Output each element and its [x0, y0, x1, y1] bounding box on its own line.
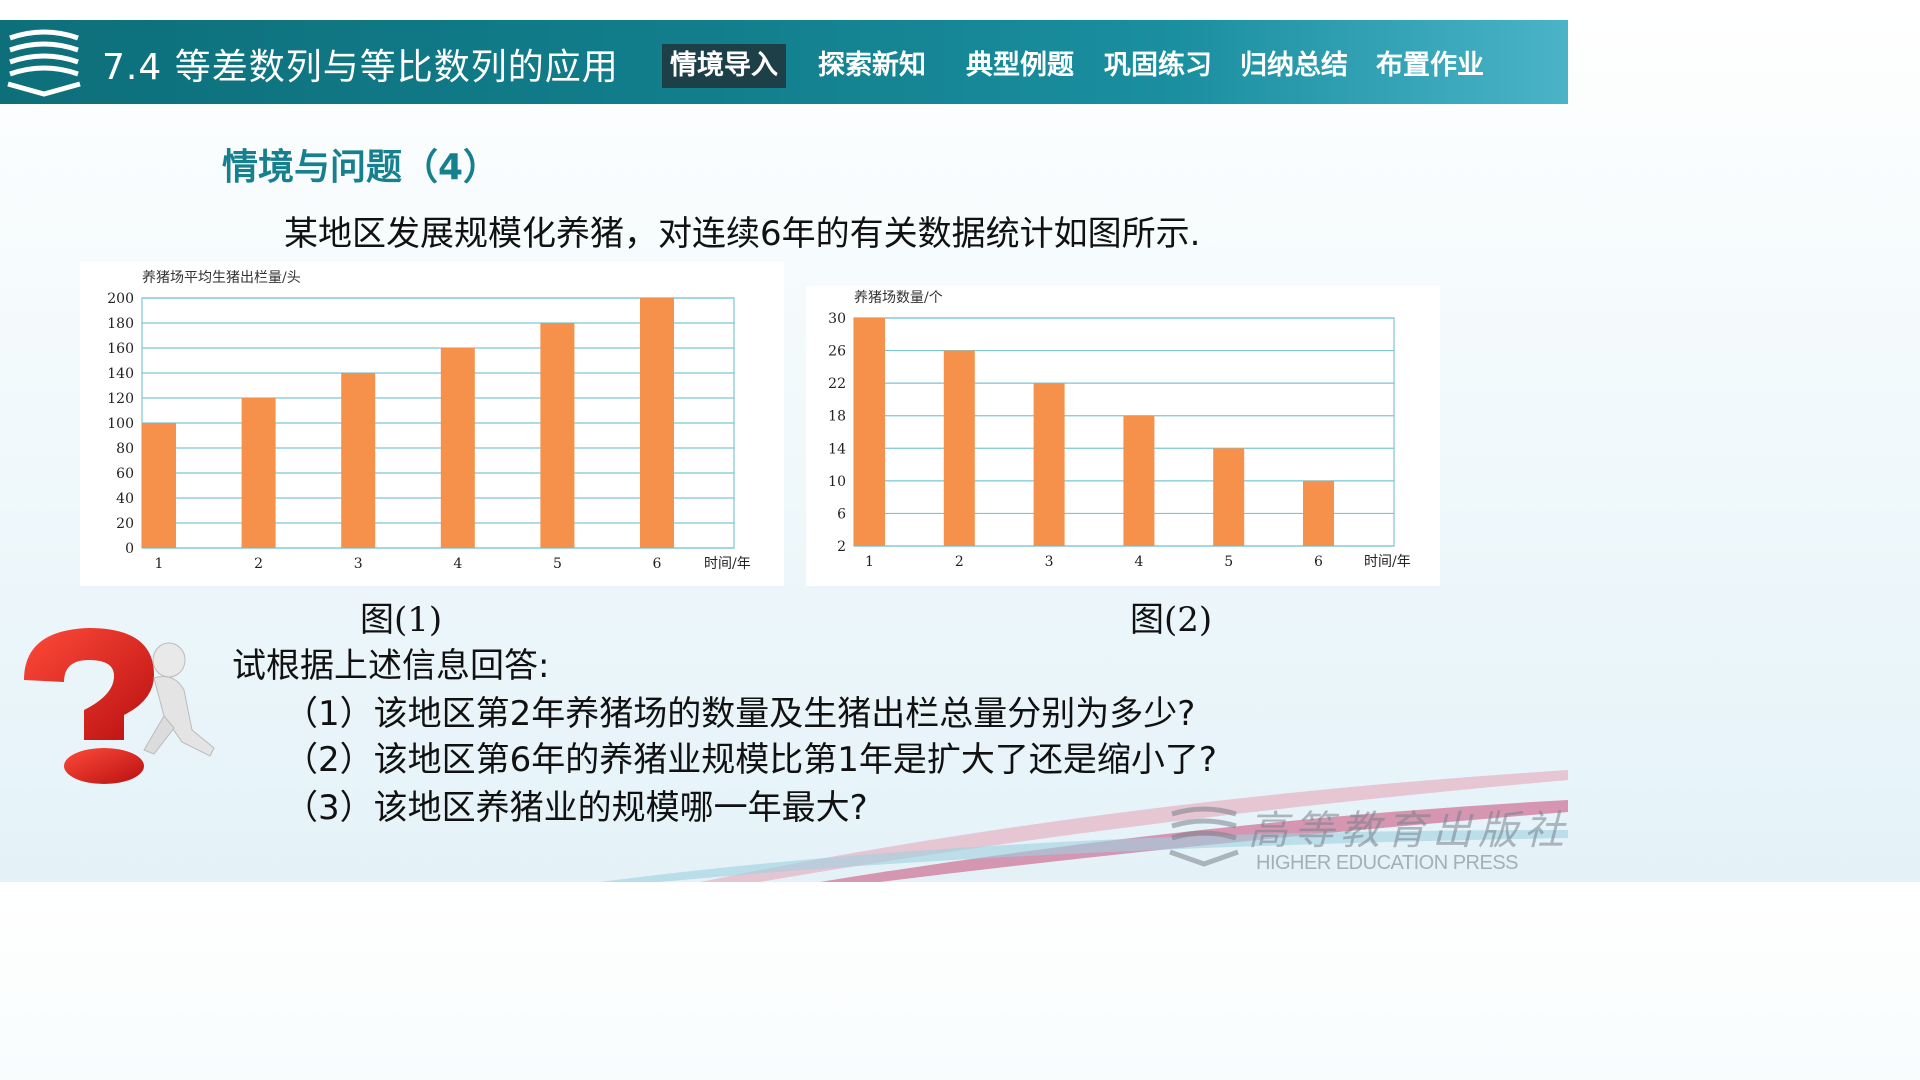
prompt-text: 试根据上述信息回答:: [232, 646, 550, 686]
tab-practice[interactable]: 巩固练习: [1104, 50, 1212, 81]
x-axis-label: 时间/年: [704, 556, 751, 572]
y-tick-label: 2: [837, 539, 846, 555]
y-tick-label: 100: [107, 416, 134, 432]
bar: [540, 323, 575, 548]
y-tick-label: 180: [107, 316, 134, 332]
bar: [943, 350, 975, 546]
y-tick-label: 60: [116, 466, 134, 482]
x-tick-label: 4: [1134, 554, 1143, 570]
y-tick-label: 6: [837, 506, 846, 522]
y-tick-label: 26: [828, 344, 846, 360]
bar: [241, 398, 276, 548]
chart-1-svg: 养猪场平均生猪出栏量/头 0 20 40 60 80 100 120 140 160 180 200 1…: [107, 270, 751, 572]
y-tick-label: 40: [116, 491, 134, 507]
bar: [640, 298, 674, 548]
y-tick-label: 10: [828, 474, 846, 490]
x-tick-label: 3: [354, 556, 363, 572]
header-bar: 7.4 等差数列与等比数列的应用 情境导入 探索新知 典型例题 巩固练习 归纳总…: [0, 20, 1568, 104]
publisher-logo-icon: [7, 29, 81, 97]
publisher-watermark: 高等教育出版社 HIGHER EDUCATION PRESS: [1168, 798, 1564, 878]
tab-summary[interactable]: 归纳总结: [1240, 50, 1348, 81]
x-tick-label: 1: [155, 556, 164, 572]
publisher-book-icon: [1169, 806, 1239, 867]
x-tick-label: 6: [1314, 554, 1323, 570]
x-tick-label: 6: [653, 556, 662, 572]
x-tick-label: 3: [1045, 554, 1054, 570]
question-2: （2）该地区第6年的养猪业规模比第1年是扩大了还是缩小了?: [284, 740, 1217, 780]
y-axis-label: 养猪场数量/个: [854, 290, 943, 306]
x-tick-label: 4: [453, 556, 462, 572]
bar: [854, 318, 885, 546]
question-3: （3）该地区养猪业的规模哪一年最大?: [284, 788, 868, 828]
y-axis-label: 养猪场平均生猪出栏量/头: [142, 270, 301, 286]
caption-figure-1: 图(1): [360, 600, 443, 640]
chart-pig-output: 养猪场平均生猪出栏量/头 0 20 40 60 80 100 120 140 160 180 200 1…: [80, 262, 784, 586]
y-tick-label: 0: [125, 541, 134, 557]
x-tick-label: 5: [1224, 554, 1233, 570]
tab-situation-intro[interactable]: 情境导入: [662, 44, 786, 88]
publisher-name-cn: 高等教育出版社: [1248, 808, 1570, 854]
y-tick-label: 20: [116, 516, 134, 532]
bar: [440, 348, 475, 548]
tab-homework[interactable]: 布置作业: [1376, 50, 1484, 81]
lesson-title: 7.4 等差数列与等比数列的应用: [102, 47, 619, 88]
x-tick-label: 5: [553, 556, 562, 572]
question-1: （1）该地区第2年养猪场的数量及生猪出栏总量分别为多少?: [284, 694, 1196, 734]
tab-explore-new[interactable]: 探索新知: [818, 50, 926, 81]
caption-figure-2: 图(2): [1130, 600, 1213, 640]
x-tick-label: 1: [865, 554, 874, 570]
decorative-swoosh: [600, 770, 1568, 882]
y-tick-label: 200: [107, 291, 134, 307]
bar: [142, 423, 176, 548]
publisher-name-en: HIGHER EDUCATION PRESS: [1256, 852, 1519, 874]
y-tick-label: 14: [828, 441, 846, 457]
intro-text: 某地区发展规模化养猪，对连续6年的有关数据统计如图所示.: [284, 214, 1201, 254]
y-tick-label: 80: [116, 441, 134, 457]
x-axis-label: 时间/年: [1364, 554, 1411, 570]
y-tick-label: 18: [828, 409, 846, 425]
y-tick-label: 22: [828, 376, 846, 392]
y-tick-label: 160: [107, 341, 134, 357]
x-tick-label: 2: [254, 556, 263, 572]
bar: [1123, 415, 1155, 546]
bar: [1303, 480, 1334, 546]
y-tick-label: 140: [107, 366, 134, 382]
chart-farm-count: 养猪场数量/个 2 6 10 14 18 22 26 30 1 2 3 4 5 6 时间/年: [806, 286, 1440, 586]
x-tick-label: 2: [955, 554, 964, 570]
y-tick-label: 30: [828, 311, 846, 327]
y-tick-label: 120: [107, 391, 134, 407]
bar: [1213, 448, 1245, 546]
section-title: 情境与问题（4）: [222, 147, 500, 188]
question-mark-figure-icon: [24, 628, 215, 784]
bar: [341, 373, 376, 548]
tab-typical-examples[interactable]: 典型例题: [966, 50, 1074, 81]
bar: [1033, 383, 1065, 546]
